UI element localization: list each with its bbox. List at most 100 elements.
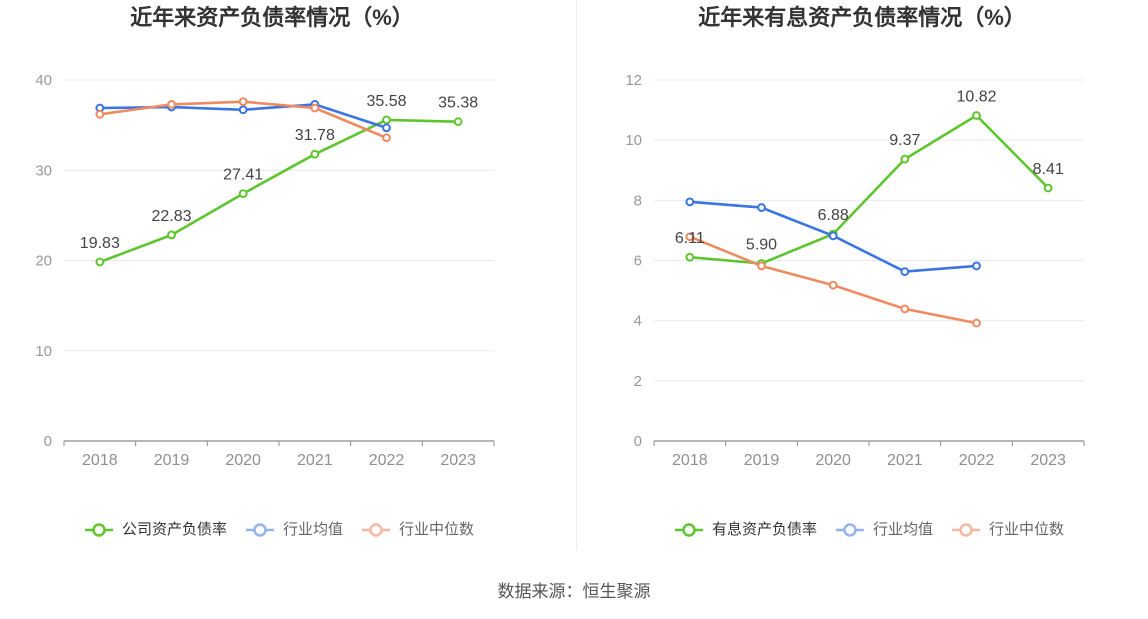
chart-1-series-3-point-2022 [382, 133, 391, 143]
chart-1-series-2-point-2022 [382, 123, 391, 133]
legend-line-circle-icon [84, 523, 113, 537]
chart-2-plot: 0 2 4 6 8 10 12 2018 2019 2020 2021 2022 2023 6.11 5.9… [625, 72, 1085, 469]
chart-1-x-tick-label-2018: 2018 [82, 452, 118, 469]
legend-label: 行业均值 [282, 521, 343, 538]
chart-1-plot: 0 10 20 30 40 2018 2019 2020 2021 2022 2023 19.83 22… [35, 72, 495, 469]
chart-2-data-labels: 6.11 5.90 6.88 9.37 10.82 8.41 [675, 88, 1064, 253]
chart-2-series-1-point-2022 [972, 111, 981, 120]
chart-2-series-3-point-2018 [685, 232, 695, 242]
chart-1-data-labels: 19.83 22.83 27.41 31.78 35.58 35.38 [80, 93, 478, 252]
chart-2-series-1-line [688, 114, 1050, 265]
chart-2-series-2-point-2018 [685, 197, 695, 207]
legend-label: 有息资产负债率 [711, 521, 817, 538]
chart-1-x-tick-label-2023: 2023 [440, 452, 476, 469]
legend-item-company-debt-ratio[interactable]: 公司资产负债率 [84, 518, 227, 542]
chart-1-series-1-data-label-2019: 22.83 [151, 208, 191, 225]
right-chart-title: 近年来有息资产负债率情况（%） [698, 5, 1026, 30]
chart-1-series-1-point-2020 [238, 189, 248, 199]
legend-item-interest-bearing-debt-ratio[interactable]: 有息资产负债率 [674, 518, 817, 542]
chart-2-series-1-data-label-2023: 8.41 [1033, 161, 1064, 178]
chart-2-series-1-point-2018 [685, 252, 695, 262]
legend-icon-circle [92, 523, 106, 537]
chart-2-series-2-point-2022 [972, 261, 981, 271]
legend-item-industry-median[interactable]: 行业中位数 [361, 518, 474, 542]
chart-1-series-2-point-2020 [238, 105, 248, 115]
chart-2-y-tick-label-8: 8 [634, 192, 642, 209]
chart-2-series-1-data-label-2022: 10.82 [956, 88, 996, 105]
chart-1-x-tick-label-2019: 2019 [154, 452, 190, 469]
chart-2-y-tick-label-10: 10 [625, 132, 642, 149]
chart-2-series-1-data-label-2018: 6.11 [675, 230, 705, 247]
chart-2-series-1-point-2023 [1043, 183, 1053, 193]
chart-1-series-1-point-2019 [167, 230, 176, 240]
chart-1-series-1-point-2018 [95, 257, 105, 267]
chart-2-y-tick-label-0: 0 [634, 433, 642, 450]
chart-2-series-3-point-2022 [972, 318, 981, 328]
chart-1-x-tick-label-2022: 2022 [369, 452, 405, 469]
chart-1-x-tick-label-2021: 2021 [297, 452, 333, 469]
legend-item-industry-mean[interactable]: 行业均值 [835, 518, 933, 542]
chart-2-x-tick-label-2018: 2018 [672, 452, 708, 469]
chart-2-series-2 [685, 197, 981, 277]
chart-2-series-3 [685, 232, 981, 328]
legend-label: 公司资产负债率 [121, 521, 227, 538]
chart-1-y-tick-label-0: 0 [44, 433, 52, 450]
chart-2-y-tick-label-6: 6 [634, 253, 642, 270]
legend-label: 行业中位数 [399, 521, 475, 538]
chart-2-series-3-line [688, 235, 978, 325]
chart-2-y-tick-label-2: 2 [634, 373, 642, 390]
chart-1-series-1-point-2022 [382, 115, 391, 125]
legend-icon-circle [682, 523, 696, 537]
chart-1-series-1-data-label-2018: 19.83 [80, 235, 120, 252]
left-chart-title: 近年来资产负债率情况（%） [130, 5, 414, 30]
chart-1-series-1-point-2021 [310, 149, 320, 159]
legend-item-industry-mean[interactable]: 行业均值 [245, 518, 343, 542]
chart-1-y-tick-label-10: 10 [35, 343, 52, 360]
chart-1-y-tick-label-30: 30 [35, 162, 52, 179]
chart-2-series-2-point-2021 [900, 267, 910, 277]
chart-1-series-1-data-label-2021: 31.78 [295, 127, 335, 144]
chart-2-series-2-point-2020 [828, 231, 838, 241]
chart-1-y-tick-label-40: 40 [35, 72, 52, 89]
chart-1-series-1 [95, 115, 463, 267]
chart-1-series-1-data-label-2020: 27.41 [223, 167, 263, 184]
legend-line-circle-icon [835, 523, 864, 537]
data-source-note: 数据来源：恒生聚源 [497, 582, 651, 601]
panel-divider [576, 0, 577, 550]
chart-1-series-3 [95, 97, 391, 143]
legend-icon-circle [369, 523, 383, 537]
chart-2-y-tick-label-12: 12 [625, 72, 642, 89]
chart-2-x-tick-label-2019: 2019 [744, 452, 780, 469]
legend-label: 行业中位数 [989, 521, 1065, 538]
left-chart-legend: 公司资产负债率 行业均值 行业中位数 [64, 518, 494, 542]
chart-1-y-tick-label-20: 20 [35, 253, 52, 270]
legend-icon-circle [959, 523, 973, 537]
chart-2-series-1-point-2021 [900, 154, 910, 164]
chart-2-x-tick-label-2023: 2023 [1030, 452, 1066, 469]
chart-2-x-tick-label-2020: 2020 [815, 452, 851, 469]
legend-item-industry-median[interactable]: 行业中位数 [951, 518, 1064, 542]
legend-label: 行业均值 [872, 521, 933, 538]
legend-line-circle-icon [952, 523, 980, 537]
chart-2-series-3-point-2019 [757, 261, 766, 271]
chart-1-series-3-point-2021 [310, 103, 320, 113]
chart-2-x-tick-label-2021: 2021 [887, 452, 923, 469]
chart-2-series-3-point-2020 [828, 280, 838, 290]
chart-2-series-1-data-label-2019: 5.90 [746, 237, 777, 254]
chart-1-series-3-point-2019 [167, 99, 176, 109]
right-chart-legend: 有息资产负债率 行业均值 行业中位数 [654, 518, 1084, 542]
chart-1-x-tick-label-2020: 2020 [225, 452, 261, 469]
chart-1-series-1-point-2023 [453, 117, 463, 127]
legend-icon-circle [253, 523, 267, 537]
legend-line-circle-icon [674, 523, 703, 537]
chart-1-series-1-line [98, 118, 460, 264]
chart-1-series-1-data-label-2022: 35.58 [366, 93, 406, 110]
chart-2-y-tick-label-4: 4 [634, 313, 642, 330]
chart-2-series-1 [685, 111, 1053, 268]
chart-2-series-1-data-label-2021: 9.37 [889, 132, 920, 149]
chart-1-series-3-point-2018 [95, 109, 105, 119]
legend-line-circle-icon [245, 523, 274, 537]
chart-1-series-1-data-label-2023: 35.38 [438, 95, 478, 112]
chart-1-series-3-point-2020 [238, 97, 248, 107]
